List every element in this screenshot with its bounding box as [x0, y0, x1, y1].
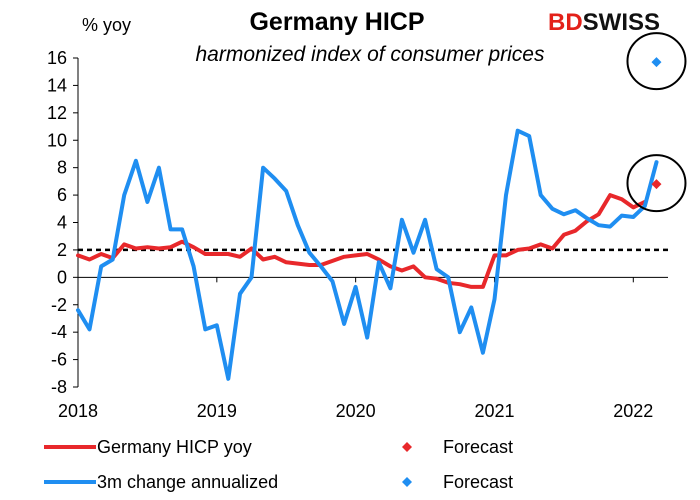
y-tick-label: 4: [57, 213, 67, 233]
y-tick-label: 8: [57, 158, 67, 178]
brand-logo-bd: BD: [548, 9, 583, 36]
axes: [77, 58, 668, 387]
chart-subtitle: harmonized index of consumer prices: [195, 43, 545, 66]
brand-logo: BDSWISS: [548, 9, 660, 36]
y-tick-label: 2: [57, 240, 67, 260]
legend-diamond-swatch: [402, 442, 412, 452]
y-tick-label: -2: [51, 295, 67, 315]
y-tick-label: 10: [47, 130, 67, 150]
y-tick-label: 0: [57, 267, 67, 287]
forecast-marker-3m: [651, 57, 662, 68]
y-tick-label: -6: [51, 350, 67, 370]
x-tick-label: 2020: [336, 401, 376, 421]
forecast-marker-hicp: [651, 179, 662, 190]
legend: Germany HICP yoy Forecast 3m change annual…: [44, 437, 513, 492]
x-ticks: 2018 2019 2020 2021 2022: [58, 277, 653, 421]
y-tick-label: -4: [51, 322, 67, 342]
y-tick-label: 16: [47, 48, 67, 68]
forecast-group: [626, 32, 687, 213]
x-tick-label: 2019: [197, 401, 237, 421]
chart-title: Germany HICP: [249, 8, 424, 36]
series-line-3m-annualized: [76, 128, 659, 381]
y-tick-label: 12: [47, 103, 67, 123]
y-axis-unit-label: % yoy: [82, 15, 131, 35]
y-tick-label: -8: [51, 377, 67, 397]
brand-logo-swiss: SWISS: [583, 9, 660, 36]
x-tick-label: 2022: [613, 401, 653, 421]
y-tick-label: 6: [57, 185, 67, 205]
y-ticks: 16 14 12 10 8 6 4 2 0 -2 -4 -6 -8: [47, 48, 78, 397]
series-group: [76, 128, 659, 381]
x-tick-label: 2018: [58, 401, 98, 421]
svg-text:BDSWISS: BDSWISS: [548, 9, 660, 36]
x-tick-label: 2021: [474, 401, 514, 421]
legend-label: 3m change annualized: [97, 472, 278, 492]
forecast-circle-hicp: [626, 154, 687, 213]
legend-diamond-swatch: [402, 477, 412, 487]
forecast-circle-3m: [626, 32, 687, 91]
y-tick-label: 14: [47, 75, 67, 95]
legend-label: Forecast: [443, 437, 513, 457]
legend-label: Forecast: [443, 472, 513, 492]
series-line-hicp-yoy: [76, 193, 647, 289]
legend-label: Germany HICP yoy: [97, 437, 252, 457]
